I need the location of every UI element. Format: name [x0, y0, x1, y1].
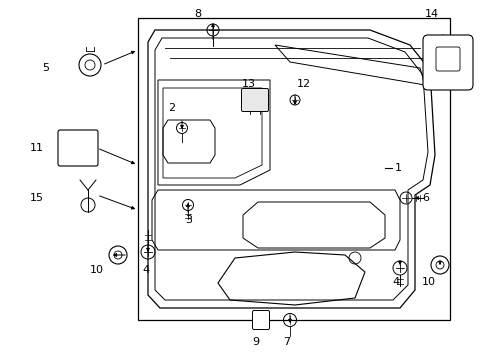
Text: 14: 14: [424, 9, 438, 19]
Text: 11: 11: [30, 143, 44, 153]
FancyBboxPatch shape: [252, 310, 269, 329]
FancyBboxPatch shape: [241, 89, 268, 112]
Bar: [138, 18, 449, 320]
Text: 5: 5: [42, 63, 49, 73]
Text: 3: 3: [184, 215, 192, 225]
Text: 8: 8: [194, 9, 201, 19]
Text: 4: 4: [142, 265, 149, 275]
Text: 10: 10: [421, 277, 435, 287]
Text: 13: 13: [242, 79, 256, 89]
Text: 1: 1: [394, 163, 401, 173]
FancyBboxPatch shape: [58, 130, 98, 166]
FancyBboxPatch shape: [422, 35, 472, 90]
Text: 2: 2: [168, 103, 175, 113]
Text: 9: 9: [251, 337, 259, 347]
Text: 4: 4: [391, 277, 398, 287]
FancyBboxPatch shape: [435, 47, 459, 71]
Text: 12: 12: [296, 79, 310, 89]
Text: 7: 7: [283, 337, 289, 347]
Text: 15: 15: [30, 193, 44, 203]
Text: 10: 10: [90, 265, 104, 275]
Text: 6: 6: [421, 193, 428, 203]
